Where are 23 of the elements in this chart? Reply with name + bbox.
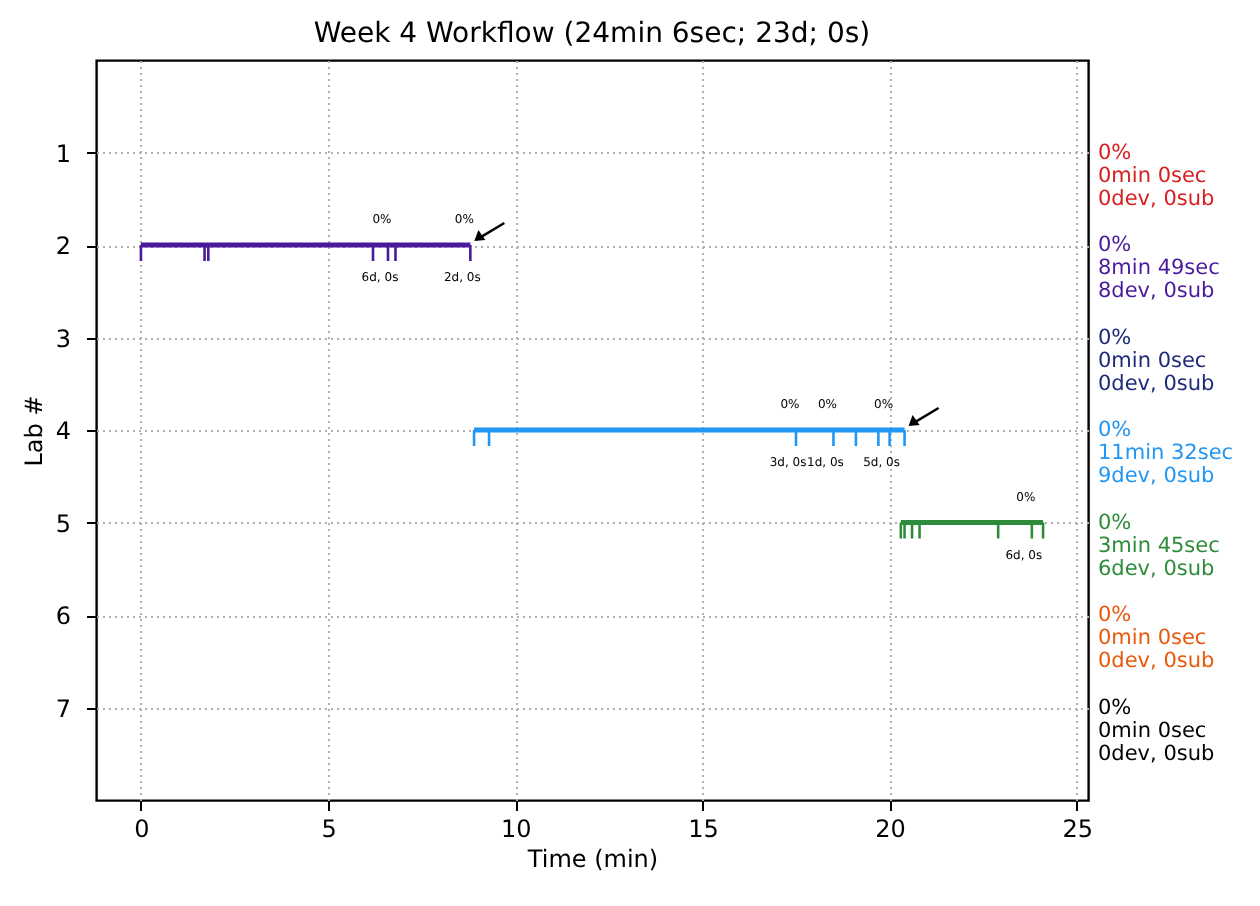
- x-axis-title: Time (min): [525, 845, 659, 873]
- text: 0% 11min 32sec 9dev, 0sub: [1098, 418, 1234, 488]
- y-tick-label: 4: [55, 417, 71, 445]
- legend-label: 0% 0min 0sec 0dev, 0sub: [1098, 603, 1215, 673]
- x-tick-label: 0: [134, 815, 150, 843]
- x-tick-label: 20: [875, 815, 906, 843]
- y-tick-label: 1: [55, 139, 71, 168]
- y-tick-label: 2: [55, 232, 71, 260]
- legend-label: 0% 0min 0sec 0dev, 0sub: [1098, 140, 1215, 211]
- x-tick-label: 25: [1062, 815, 1094, 843]
- x-tick-label: 5: [321, 815, 337, 843]
- legend-label: 0% 0min 0sec 0dev, 0sub: [1098, 695, 1215, 766]
- y-tick-label: 3: [55, 324, 71, 353]
- y-tick-label: 5: [55, 509, 71, 538]
- chart-title: Week 4 Workflow (24min 6sec; 23d; 0s): [313, 18, 871, 50]
- x-tick-label: 15: [688, 815, 719, 843]
- y-tick-label: 7: [55, 694, 71, 723]
- y-tick-label: 6: [55, 602, 71, 630]
- text: 0% 8min 49sec 8dev, 0sub: [1098, 233, 1221, 303]
- legend-label: 0% 0min 0sec 0dev, 0sub: [1098, 325, 1215, 396]
- y-axis-title: Lab #: [19, 395, 48, 467]
- x-tick-label: 10: [500, 815, 532, 843]
- text: 0% 3min 45sec 6dev, 0sub: [1098, 510, 1221, 581]
